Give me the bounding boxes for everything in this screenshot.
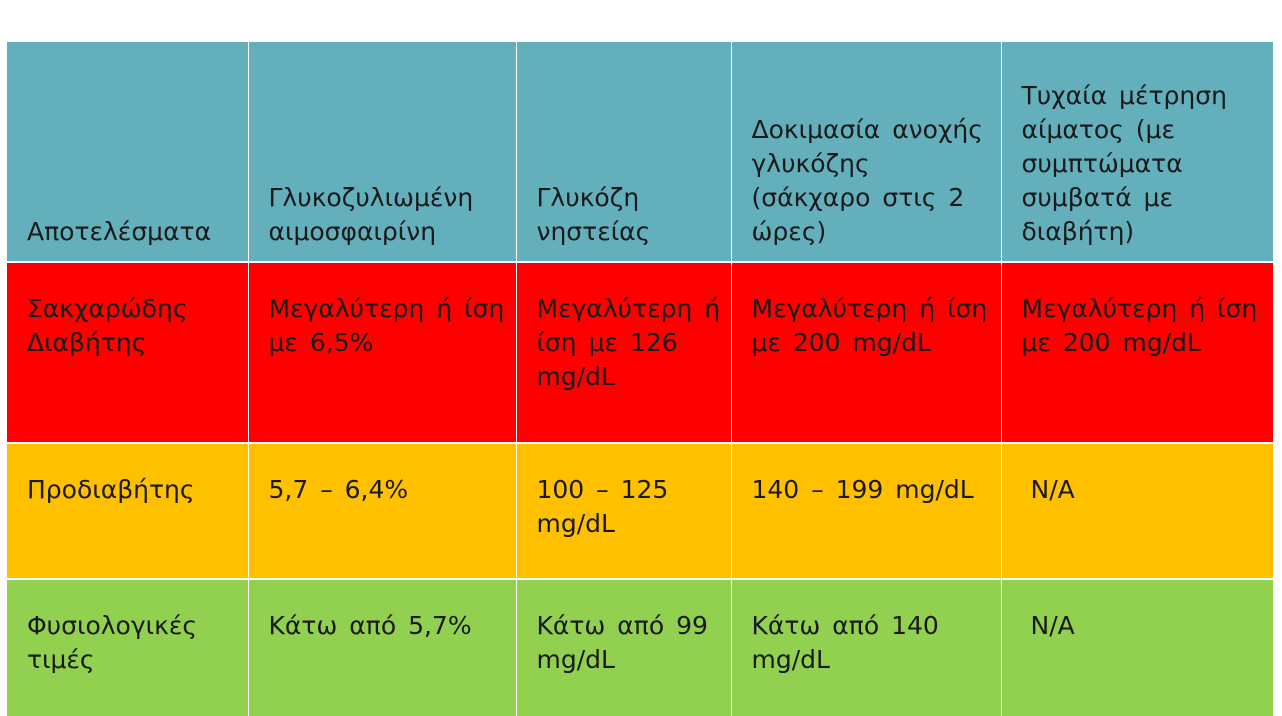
table-row-normal: Φυσιολογικές τιμές Κάτω από 5,7% Κάτω απ… <box>7 579 1273 716</box>
table-header-row: Αποτελέσματα Γλυκοζυλιωμένη αιμοσφαιρίνη… <box>7 42 1273 263</box>
table-row-diabetes: Σακχαρώδης Διαβήτης Μεγαλύτερη ή ίση με … <box>7 262 1273 444</box>
cell-random-glucose: Μεγαλύτερη ή ίση με 200 mg/dL <box>1001 262 1273 444</box>
cell-hba1c: Κάτω από 5,7% <box>248 579 517 716</box>
table-row-prediabetes: Προδιαβήτης 5,7 – 6,4% 100 – 125 mg/dL 1… <box>7 443 1273 580</box>
cell-ogtt: 140 – 199 mg/dL <box>731 443 1002 580</box>
cell-random-glucose: N/A <box>1001 443 1273 580</box>
header-ogtt: Δοκιμασία ανοχής γλυκόζης (σάκχαρο στις … <box>731 42 1002 263</box>
cell-ogtt: Κάτω από 140 mg/dL <box>731 579 1002 716</box>
cell-fasting-glucose: Κάτω από 99 mg/dL <box>516 579 732 716</box>
header-fasting-glucose: Γλυκόζη νηστείας <box>516 42 732 263</box>
cell-hba1c: Μεγαλύτερη ή ίση με 6,5% <box>248 262 517 444</box>
glucose-criteria-table: Αποτελέσματα Γλυκοζυλιωμένη αιμοσφαιρίνη… <box>7 42 1273 716</box>
cell-fasting-glucose: Μεγαλύτερη ή ίση με 126 mg/dL <box>516 262 732 444</box>
row-label: Σακχαρώδης Διαβήτης <box>7 262 249 444</box>
header-random-glucose: Τυχαία μέτρηση αίματος (με συμπτώματα συ… <box>1001 42 1273 263</box>
row-label: Φυσιολογικές τιμές <box>7 579 249 716</box>
header-results: Αποτελέσματα <box>7 42 249 263</box>
cell-fasting-glucose: 100 – 125 mg/dL <box>516 443 732 580</box>
cell-ogtt: Μεγαλύτερη ή ίση με 200 mg/dL <box>731 262 1002 444</box>
cell-hba1c: 5,7 – 6,4% <box>248 443 517 580</box>
cell-random-glucose: N/A <box>1001 579 1273 716</box>
header-hba1c: Γλυκοζυλιωμένη αιμοσφαιρίνη <box>248 42 517 263</box>
row-label: Προδιαβήτης <box>7 443 249 580</box>
